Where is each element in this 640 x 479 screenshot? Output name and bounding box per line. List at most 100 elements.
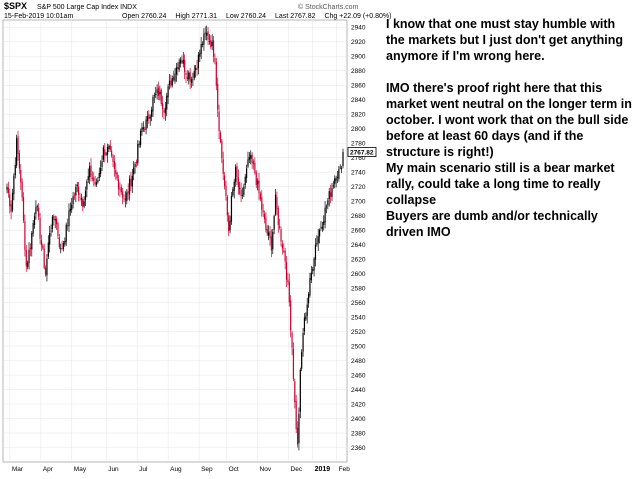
candle-body xyxy=(241,195,244,196)
candle-body xyxy=(211,41,213,47)
candle-body xyxy=(43,248,45,268)
candle-body xyxy=(127,191,129,194)
candle-body xyxy=(148,114,150,120)
candle-body xyxy=(40,239,43,246)
comment-line-4: My main scenario still is a bear market … xyxy=(386,161,615,207)
candle-body xyxy=(89,166,91,177)
candle-body xyxy=(68,210,70,227)
candle-body xyxy=(145,119,147,130)
candle-body xyxy=(208,41,211,42)
candle-body xyxy=(341,168,343,169)
candle-body xyxy=(144,129,146,130)
candle-body xyxy=(120,187,122,193)
candle-body xyxy=(14,164,16,176)
candle-body xyxy=(279,226,281,228)
candle-body xyxy=(234,166,237,183)
candle-body xyxy=(104,149,106,156)
open-label: Open xyxy=(122,13,140,20)
x-tick-label: Aug xyxy=(170,466,182,473)
candle-body xyxy=(28,249,30,264)
candle-body xyxy=(130,178,132,186)
candle-body xyxy=(123,198,125,200)
candle-body xyxy=(93,177,95,181)
candle-body xyxy=(139,131,142,146)
candle-body xyxy=(281,243,284,249)
y-tick-label: 2720 xyxy=(351,184,366,191)
candle-body xyxy=(233,181,235,191)
candle-body xyxy=(247,159,249,167)
candle-body xyxy=(135,161,138,164)
plot-area xyxy=(2,19,348,463)
candle-body xyxy=(149,116,151,119)
candle-body xyxy=(53,216,55,220)
candle-body xyxy=(277,208,279,225)
candle-body xyxy=(239,187,241,189)
candle-body xyxy=(166,95,168,110)
candle-body xyxy=(330,192,332,197)
candle-body xyxy=(87,176,89,181)
candle-body xyxy=(204,32,206,35)
candle-body xyxy=(62,242,65,250)
candle-body xyxy=(324,207,326,223)
candle-body xyxy=(321,226,323,229)
candle-body xyxy=(339,167,341,169)
candle-body xyxy=(54,219,56,221)
candle-body xyxy=(302,332,304,352)
candle-body xyxy=(156,89,158,94)
candle-body xyxy=(196,67,198,70)
candle-body xyxy=(305,316,307,320)
candle-body xyxy=(251,154,253,164)
candle-body xyxy=(128,178,131,195)
candle-body xyxy=(342,152,344,167)
candle-body xyxy=(207,31,209,40)
candle-body xyxy=(265,217,267,231)
candle-body xyxy=(119,188,121,190)
y-tick-label: 2580 xyxy=(351,285,366,292)
y-tick-label: 2740 xyxy=(351,169,366,176)
x-tick-label: Apr xyxy=(43,466,54,473)
last-label: Last xyxy=(275,13,289,20)
comment-gap xyxy=(386,64,636,80)
candle-body xyxy=(31,232,33,250)
candle-body xyxy=(188,72,190,80)
candle-body xyxy=(95,182,98,185)
candle-body xyxy=(199,53,201,57)
candle-body xyxy=(261,197,263,210)
candle-body xyxy=(24,221,26,251)
x-tick-label: Jun xyxy=(108,466,119,473)
candle-body xyxy=(298,413,300,444)
candle-body xyxy=(86,181,88,190)
candle-body xyxy=(146,116,149,122)
candle-body xyxy=(133,167,135,175)
candle-body xyxy=(46,258,48,276)
last-value: 2767.82 xyxy=(290,13,316,20)
candle-body xyxy=(313,258,315,271)
symbol-label: $SPX xyxy=(4,1,28,11)
candle-body xyxy=(272,231,274,250)
candle-body xyxy=(173,76,175,81)
candle-body xyxy=(58,237,60,248)
candle-body xyxy=(160,89,162,105)
candle-body xyxy=(124,198,127,200)
candle-body xyxy=(170,80,172,87)
candle-body xyxy=(111,150,113,156)
candle-body xyxy=(174,73,176,82)
exchange-label: INDX xyxy=(120,4,137,11)
candle-body xyxy=(115,169,117,174)
candle-body xyxy=(210,40,212,48)
candle-body xyxy=(317,236,319,244)
candle-body xyxy=(168,80,171,85)
candle-body xyxy=(323,221,325,225)
candle-body xyxy=(184,60,186,72)
candle-body xyxy=(73,194,76,196)
candle-body xyxy=(105,153,107,155)
y-tick-label: 2420 xyxy=(351,401,366,408)
candle-body xyxy=(134,163,136,168)
y-tick-label: 2820 xyxy=(351,111,366,118)
candle-body xyxy=(236,165,238,178)
candle-body xyxy=(283,250,285,252)
candle-body xyxy=(306,304,308,317)
candle-body xyxy=(175,67,177,75)
candle-body xyxy=(75,186,77,196)
candle-body xyxy=(222,159,224,174)
